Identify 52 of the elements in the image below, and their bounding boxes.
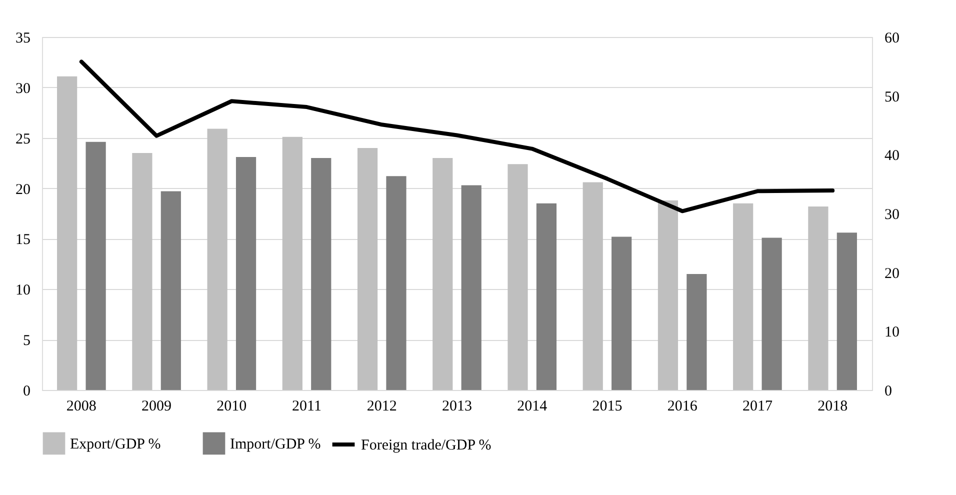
bar — [836, 232, 857, 390]
legend-label: Import/GDP % — [230, 436, 321, 452]
bar — [86, 142, 106, 390]
y-tick-label: 0 — [23, 384, 30, 400]
bar — [311, 158, 332, 390]
bar — [508, 164, 528, 390]
bar — [686, 274, 707, 390]
bar — [236, 157, 256, 390]
bar — [808, 206, 828, 390]
y-tick-label: 35 — [16, 30, 30, 46]
bar — [207, 128, 228, 390]
y2-tick-label: 20 — [884, 266, 900, 282]
bar — [282, 136, 302, 390]
y2-tick-label: 40 — [884, 148, 900, 164]
y-tick-label: 5 — [23, 333, 30, 350]
x-tick-label: 2011 — [292, 398, 322, 414]
bar — [57, 76, 78, 390]
x-tick-label: 2016 — [667, 398, 698, 414]
bar — [386, 176, 406, 390]
bar — [132, 152, 152, 390]
line-series — [79, 60, 835, 214]
y-tick-label: 20 — [16, 182, 30, 198]
y-tick-label: 30 — [16, 80, 30, 97]
y2-tick-label: 30 — [884, 207, 900, 223]
x-tick-label: 2010 — [216, 398, 247, 414]
x-tick-label: 2009 — [142, 398, 172, 414]
bar — [658, 200, 678, 390]
x-tick-label: 2008 — [66, 398, 96, 414]
y2-tick-label: 10 — [884, 324, 900, 341]
y-tick-label: 25 — [16, 131, 30, 148]
bar — [612, 236, 632, 390]
bar — [582, 182, 603, 390]
x-tick-label: 2013 — [442, 398, 472, 414]
y-tick-label: 10 — [16, 282, 30, 299]
bar — [461, 185, 482, 390]
legend-label: Foreign trade/GDP % — [361, 438, 492, 454]
y-tick-label: 15 — [16, 232, 30, 248]
x-tick-label: 2014 — [517, 398, 548, 414]
legend-label: Export/GDP % — [70, 436, 161, 452]
x-tick-label: 2015 — [592, 398, 622, 414]
bar — [536, 203, 557, 390]
bar — [357, 148, 378, 390]
x-tick-label: 2012 — [366, 398, 397, 414]
bar — [733, 203, 754, 390]
y2-tick-label: 60 — [884, 30, 900, 46]
y2-tick-label: 50 — [884, 89, 900, 106]
x-tick-label: 2017 — [742, 398, 773, 414]
x-tick-label: 2018 — [818, 398, 848, 414]
bar — [432, 158, 453, 390]
y2-tick-label: 0 — [884, 384, 892, 400]
bar — [762, 238, 782, 390]
bar — [160, 191, 181, 390]
